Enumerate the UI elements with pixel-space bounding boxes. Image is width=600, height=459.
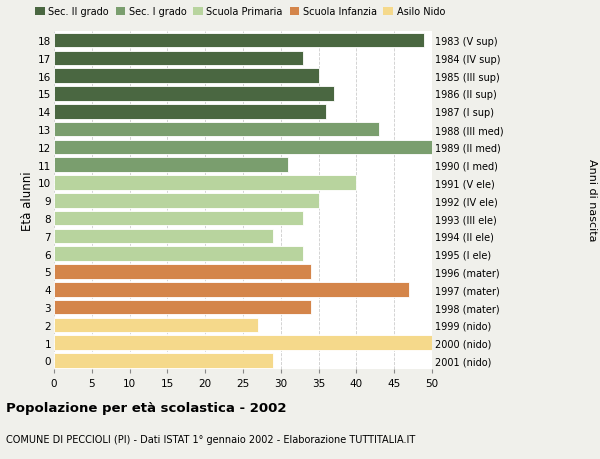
Bar — [54, 140, 432, 155]
Bar — [54, 123, 379, 137]
Bar — [54, 229, 273, 244]
Bar — [54, 353, 273, 368]
Bar — [54, 105, 326, 119]
Bar — [54, 158, 289, 173]
Bar — [54, 282, 409, 297]
Legend: Sec. II grado, Sec. I grado, Scuola Primaria, Scuola Infanzia, Asilo Nido: Sec. II grado, Sec. I grado, Scuola Prim… — [35, 7, 445, 17]
Bar — [54, 264, 311, 279]
Bar — [54, 300, 311, 314]
Bar — [54, 69, 319, 84]
Bar — [54, 87, 334, 101]
Text: Popolazione per età scolastica - 2002: Popolazione per età scolastica - 2002 — [6, 402, 287, 414]
Bar — [54, 176, 356, 190]
Bar — [54, 194, 319, 208]
Text: COMUNE DI PECCIOLI (PI) - Dati ISTAT 1° gennaio 2002 - Elaborazione TUTTITALIA.I: COMUNE DI PECCIOLI (PI) - Dati ISTAT 1° … — [6, 434, 415, 444]
Bar — [54, 211, 304, 226]
Bar — [54, 51, 304, 66]
Bar — [54, 247, 304, 261]
Bar — [54, 318, 258, 332]
Y-axis label: Età alunni: Età alunni — [21, 171, 34, 230]
Bar — [54, 336, 432, 350]
Text: Anni di nascita: Anni di nascita — [587, 158, 597, 241]
Bar — [54, 34, 424, 48]
